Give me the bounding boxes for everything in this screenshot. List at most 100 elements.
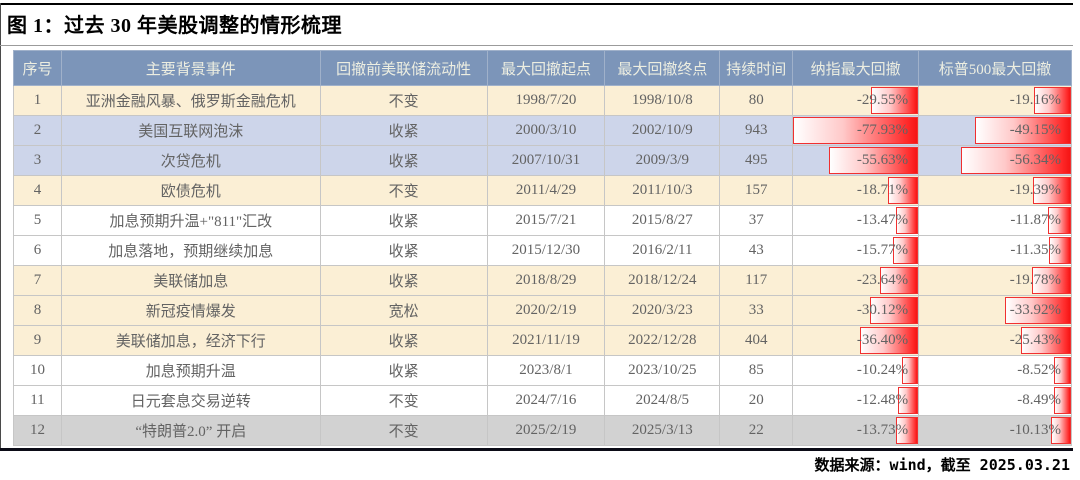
cell-sp500-drawdown: -19.39%: [918, 175, 1072, 206]
drawdown-value: -25.43%: [1009, 332, 1061, 348]
cell-event: 日元套息交易逆转: [60, 385, 321, 416]
column-header: 最大回撤起点: [486, 50, 606, 86]
cell-index: 1: [13, 85, 62, 116]
cell-drawdown-end: 2024/8/5: [604, 385, 721, 416]
drawdown-databar: [869, 297, 918, 324]
cell-fed-liquidity: 收紧: [319, 265, 488, 296]
table-row: 6 加息落地，预期继续加息 收紧 2015/12/30 2016/2/11 43 -15.7…: [13, 235, 1072, 266]
cell-drawdown-end: 2011/10/3: [604, 175, 721, 206]
cell-fed-liquidity: 收紧: [319, 235, 488, 266]
left-edge-rule: [0, 3, 1, 448]
drawdown-databar: [1021, 327, 1071, 354]
cell-nasdaq-drawdown: -10.24%: [792, 355, 920, 386]
cell-index: 8: [13, 295, 62, 326]
cell-fed-liquidity: 宽松: [319, 295, 488, 326]
cell-event: 美联储加息，经济下行: [60, 325, 321, 356]
cell-index: 10: [13, 355, 62, 386]
cell-event: 亚洲金融风暴、俄罗斯金融危机: [60, 85, 321, 116]
drawdown-databar: [1033, 177, 1071, 204]
cell-drawdown-end: 2022/12/28: [604, 325, 721, 356]
cell-event: 新冠疫情爆发: [60, 295, 321, 326]
drawdown-value: -55.63%: [856, 152, 909, 168]
cell-drawdown-end: 2020/3/23: [604, 295, 721, 326]
drawdown-databar: [888, 177, 918, 204]
cell-drawdown-start: 2015/7/21: [486, 205, 606, 236]
table-row: 3 次贷危机 收紧 2007/10/31 2009/3/9 495 -55.63% -56.3…: [13, 145, 1072, 176]
drawdown-value: -8.52%: [1017, 362, 1061, 378]
cell-event: 加息落地，预期继续加息: [60, 235, 321, 266]
cell-index: 5: [13, 205, 62, 236]
drawdown-databar: [901, 357, 918, 384]
cell-sp500-drawdown: -19.78%: [918, 265, 1072, 296]
cell-event: 美联储加息: [60, 265, 321, 296]
drawdown-databar: [828, 147, 918, 174]
column-header: 主要背景事件: [60, 50, 321, 86]
drawdown-databar: [870, 87, 918, 114]
cell-nasdaq-drawdown: -18.71%: [792, 175, 920, 206]
cell-duration-days: 43: [719, 235, 794, 266]
cell-drawdown-start: 2000/3/10: [486, 115, 606, 146]
drawdown-databar: [859, 327, 918, 354]
cell-nasdaq-drawdown: -77.93%: [792, 115, 920, 146]
drawdown-value: -77.93%: [856, 122, 909, 138]
cell-index: 3: [13, 145, 62, 176]
drawdown-databar: [896, 417, 918, 444]
cell-sp500-drawdown: -56.34%: [918, 145, 1072, 176]
drawdown-value: -11.87%: [1010, 212, 1061, 228]
cell-fed-liquidity: 不变: [319, 85, 488, 116]
cell-index: 12: [13, 415, 62, 446]
column-header: 纳指最大回撤: [792, 50, 920, 86]
cell-drawdown-end: 2009/3/9: [604, 145, 721, 176]
drawdown-databar: [961, 147, 1071, 174]
drawdown-value: -56.34%: [1009, 152, 1061, 168]
cell-duration-days: 37: [719, 205, 794, 236]
figure-title: 图 1：过去 30 年美股调整的情形梳理: [7, 15, 342, 37]
cell-fed-liquidity: 收紧: [319, 145, 488, 176]
cell-duration-days: 157: [719, 175, 794, 206]
cell-fed-liquidity: 收紧: [319, 115, 488, 146]
cell-drawdown-end: 2023/10/25: [604, 355, 721, 386]
cell-sp500-drawdown: -33.92%: [918, 295, 1072, 326]
column-header: 持续时间: [719, 50, 794, 86]
cell-duration-days: 33: [719, 295, 794, 326]
footer-divider: [0, 448, 1073, 451]
cell-event: 美国互联网泡沫: [60, 115, 321, 146]
cell-nasdaq-drawdown: -15.77%: [792, 235, 920, 266]
top-rule: [0, 3, 1073, 5]
cell-duration-days: 495: [719, 145, 794, 176]
cell-drawdown-start: 2007/10/31: [486, 145, 606, 176]
drawdown-databar: [1004, 297, 1071, 324]
cell-event: 加息预期升温: [60, 355, 321, 386]
cell-nasdaq-drawdown: -12.48%: [792, 385, 920, 416]
cell-drawdown-start: 2023/8/1: [486, 355, 606, 386]
cell-index: 4: [13, 175, 62, 206]
drawdown-value: -36.40%: [856, 332, 909, 348]
cell-drawdown-end: 2016/2/11: [604, 235, 721, 266]
cell-drawdown-end: 2025/3/13: [604, 415, 721, 446]
cell-fed-liquidity: 收紧: [319, 205, 488, 236]
drawdown-value: -12.48%: [856, 392, 909, 408]
cell-nasdaq-drawdown: -55.63%: [792, 145, 920, 176]
cell-nasdaq-drawdown: -36.40%: [792, 325, 920, 356]
data-source: 数据来源：wind，截至 2025.03.21: [814, 456, 1070, 474]
cell-index: 7: [13, 265, 62, 296]
title-divider: [0, 45, 1073, 46]
drawdown-value: -11.35%: [1010, 242, 1061, 258]
cell-fed-liquidity: 不变: [319, 175, 488, 206]
cell-duration-days: 20: [719, 385, 794, 416]
cell-index: 2: [13, 115, 62, 146]
table-row: 10 加息预期升温 收紧 2023/8/1 2023/10/25 85 -10.24% -8.…: [13, 355, 1072, 386]
drawdown-value: -19.39%: [1009, 182, 1061, 198]
cell-fed-liquidity: 收紧: [319, 325, 488, 356]
drawdown-value: -23.64%: [856, 272, 909, 288]
drawdown-databar: [898, 387, 918, 414]
drawdown-value: -10.13%: [1009, 422, 1061, 438]
table-row: 4 欧债危机 不变 2011/4/29 2011/10/3 157 -18.71% -19.3…: [13, 175, 1072, 206]
column-header: 序号: [13, 50, 62, 86]
table-body: 1 亚洲金融风暴、俄罗斯金融危机 不变 1998/7/20 1998/10/8 80 -29…: [13, 85, 1072, 446]
cell-drawdown-start: 2024/7/16: [486, 385, 606, 416]
table-header: 序号 主要背景事件 回撤前美联储流动性 最大回撤起点 最大回撤终点 持续时间 纳指最大回撤标…: [13, 50, 1072, 86]
cell-duration-days: 80: [719, 85, 794, 116]
cell-fed-liquidity: 不变: [319, 385, 488, 416]
drawdown-databar: [1054, 357, 1071, 384]
